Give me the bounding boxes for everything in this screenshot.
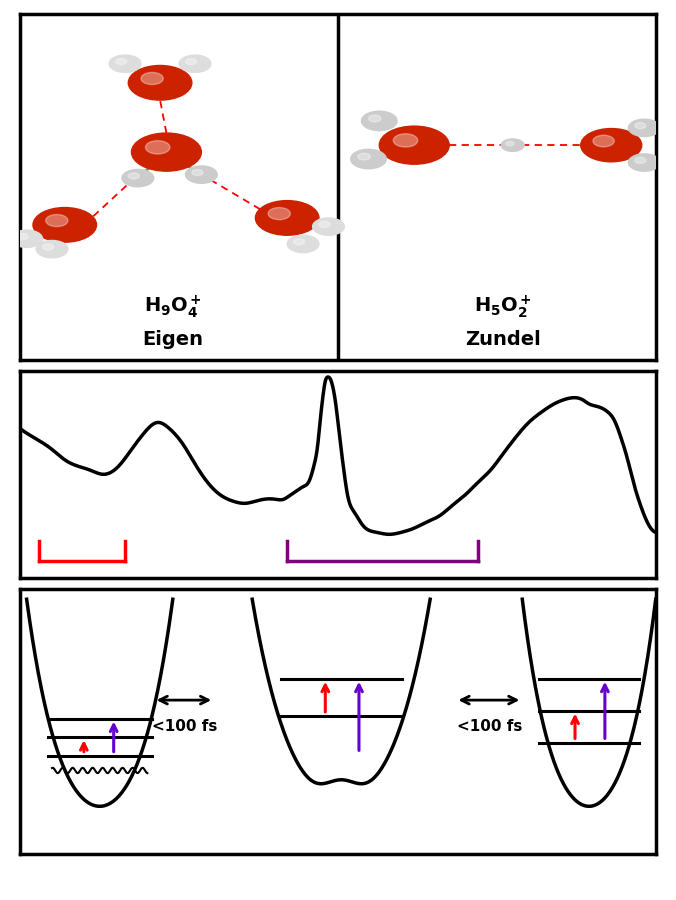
Circle shape [287, 235, 319, 253]
Circle shape [128, 66, 192, 100]
Circle shape [362, 112, 397, 130]
Circle shape [293, 238, 305, 245]
Circle shape [132, 133, 201, 171]
Circle shape [268, 208, 291, 220]
Text: Zundel: Zundel [465, 329, 541, 348]
Circle shape [312, 218, 344, 235]
Circle shape [379, 126, 449, 164]
Circle shape [506, 141, 514, 146]
Circle shape [581, 129, 642, 162]
Circle shape [635, 158, 646, 164]
Circle shape [319, 221, 330, 228]
Circle shape [393, 134, 418, 147]
Circle shape [37, 240, 68, 257]
Circle shape [43, 244, 53, 250]
Text: $\mathbf{H_9O_4^+}$: $\mathbf{H_9O_4^+}$ [144, 292, 201, 320]
Circle shape [17, 233, 28, 239]
Circle shape [128, 173, 139, 179]
Text: <100 fs: <100 fs [456, 719, 522, 734]
Circle shape [185, 166, 217, 184]
Circle shape [116, 58, 126, 65]
Circle shape [629, 119, 660, 137]
Circle shape [351, 149, 386, 168]
Circle shape [33, 208, 97, 242]
Circle shape [110, 55, 141, 72]
Circle shape [141, 72, 164, 85]
Circle shape [145, 140, 170, 154]
Circle shape [256, 201, 319, 235]
Circle shape [368, 115, 381, 122]
Circle shape [185, 58, 197, 65]
Circle shape [635, 122, 646, 129]
Circle shape [179, 55, 211, 72]
Circle shape [122, 169, 153, 187]
Text: Eigen: Eigen [142, 329, 203, 348]
Circle shape [629, 154, 660, 171]
Text: <100 fs: <100 fs [151, 719, 217, 734]
Circle shape [358, 153, 370, 160]
Text: $\mathbf{H_5O_2^+}$: $\mathbf{H_5O_2^+}$ [475, 292, 532, 320]
Circle shape [593, 135, 614, 147]
Circle shape [192, 169, 203, 176]
Circle shape [502, 139, 524, 151]
Circle shape [11, 230, 43, 248]
Circle shape [46, 214, 68, 227]
